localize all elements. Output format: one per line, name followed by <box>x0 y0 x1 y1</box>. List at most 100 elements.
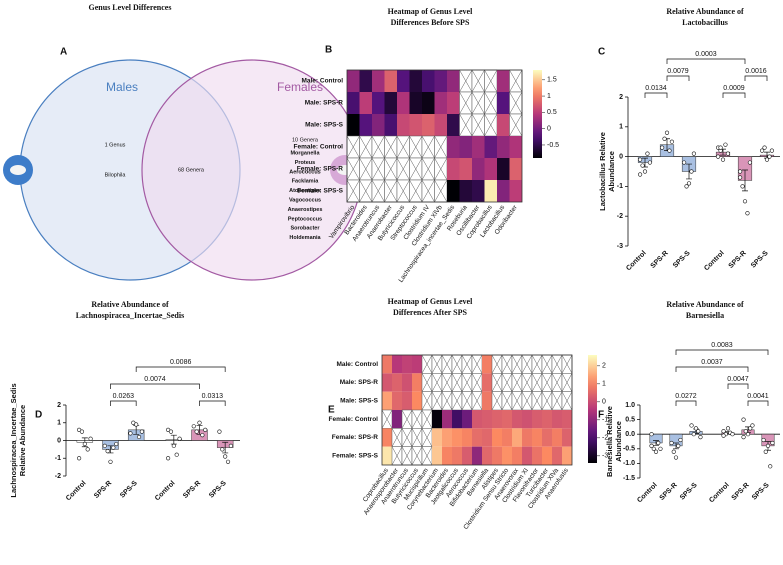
data-point <box>217 429 222 434</box>
heat-cell <box>384 70 397 92</box>
empty-cross <box>421 135 435 159</box>
heat-cell <box>497 158 510 180</box>
data-point <box>647 160 653 165</box>
y-tick-label: 0 <box>619 153 623 160</box>
data-point <box>653 449 659 454</box>
data-point <box>671 449 676 454</box>
heat-cell <box>409 70 422 92</box>
colorbar-tick-label: 1 <box>602 381 606 388</box>
empty-cross <box>421 391 433 411</box>
empty-cross <box>441 373 453 392</box>
genus: Holdemania <box>289 235 321 241</box>
heat-cell <box>542 428 552 447</box>
empty-cross <box>371 157 385 181</box>
empty-cross <box>471 354 483 374</box>
y-tick-label: 2 <box>57 402 61 409</box>
empty-cross <box>509 69 523 93</box>
y-tick-label: -3 <box>617 243 623 250</box>
data-point <box>171 443 176 448</box>
data-point <box>684 184 689 189</box>
significance-bracket <box>110 383 200 389</box>
significance-bracket <box>644 92 668 98</box>
data-point <box>769 148 775 153</box>
heat-cell <box>472 180 485 202</box>
empty-cross <box>401 428 413 447</box>
empty-cross <box>359 179 373 203</box>
heat-cell <box>497 180 510 202</box>
p-value: 0.0009 <box>723 85 745 92</box>
data-point <box>747 160 753 165</box>
y-tick-label: -1.0 <box>623 460 635 467</box>
empty-cross <box>541 373 553 392</box>
data-point <box>691 432 696 437</box>
data-point <box>659 145 665 150</box>
data-point <box>669 440 674 446</box>
p-value: 0.0037 <box>701 359 723 366</box>
heat-cell <box>482 391 492 410</box>
data-point <box>718 145 723 150</box>
heat-cell <box>497 136 510 158</box>
heat-cell <box>382 391 392 410</box>
heat-cell <box>442 410 452 429</box>
empty-cross <box>346 157 360 181</box>
heat-cell <box>562 446 572 465</box>
x-tick-label: SPS-R <box>93 480 113 500</box>
heat-cell <box>434 92 447 114</box>
row-label: Female: Control <box>329 416 379 423</box>
heat-cell <box>447 92 460 114</box>
heat-cell <box>542 410 552 429</box>
p-value: 0.0134 <box>645 85 667 92</box>
significance-bracket <box>727 383 749 389</box>
data-point <box>194 429 199 434</box>
x-tick-label: Control <box>708 482 731 505</box>
panel-label: F <box>598 410 604 421</box>
chart-title: Heatmap of Genus Level <box>388 7 473 16</box>
row-label: Male: SPS-R <box>305 100 344 107</box>
significance-bracket <box>675 400 697 406</box>
y-axis-label: Lachnospiracea_Incertae_Sedis <box>9 383 18 497</box>
heat-cell <box>462 428 472 447</box>
data-point <box>114 441 119 447</box>
genus: Sorobacter <box>290 226 320 232</box>
heat-cell <box>509 158 522 180</box>
heat-cell <box>402 373 412 392</box>
data-point <box>645 151 650 156</box>
data-point <box>174 452 179 457</box>
empty-cross <box>501 391 513 411</box>
x-tick-label: Control <box>625 250 648 273</box>
empty-cross <box>409 157 423 181</box>
data-point <box>200 433 205 438</box>
heat-cell <box>384 114 397 136</box>
p-value: 0.0003 <box>695 51 717 58</box>
heat-cell <box>442 428 452 447</box>
empty-cross <box>381 409 393 429</box>
heat-cell <box>392 373 402 392</box>
data-point <box>658 446 663 451</box>
data-point <box>737 175 743 180</box>
heat-cell <box>347 92 360 114</box>
empty-cross <box>451 391 463 411</box>
empty-cross <box>346 135 360 159</box>
data-point <box>768 464 773 469</box>
heat-cell <box>382 373 392 392</box>
data-point <box>740 184 745 189</box>
data-point <box>721 429 726 434</box>
heat-cell <box>392 410 402 429</box>
data-point <box>763 449 768 454</box>
colorbar <box>533 70 542 158</box>
heat-cell <box>552 428 562 447</box>
heat-cell <box>442 446 452 465</box>
empty-cross <box>471 91 485 115</box>
data-point <box>139 429 144 434</box>
heat-cell <box>484 136 497 158</box>
heat-cell <box>452 410 462 429</box>
heat-cell <box>532 410 542 429</box>
row-label: Female: SPS-S <box>332 453 379 460</box>
heat-cell <box>447 114 460 136</box>
empty-cross <box>421 179 435 203</box>
heat-cell <box>422 92 435 114</box>
empty-cross <box>509 91 523 115</box>
data-point <box>686 181 692 186</box>
empty-cross <box>484 91 498 115</box>
